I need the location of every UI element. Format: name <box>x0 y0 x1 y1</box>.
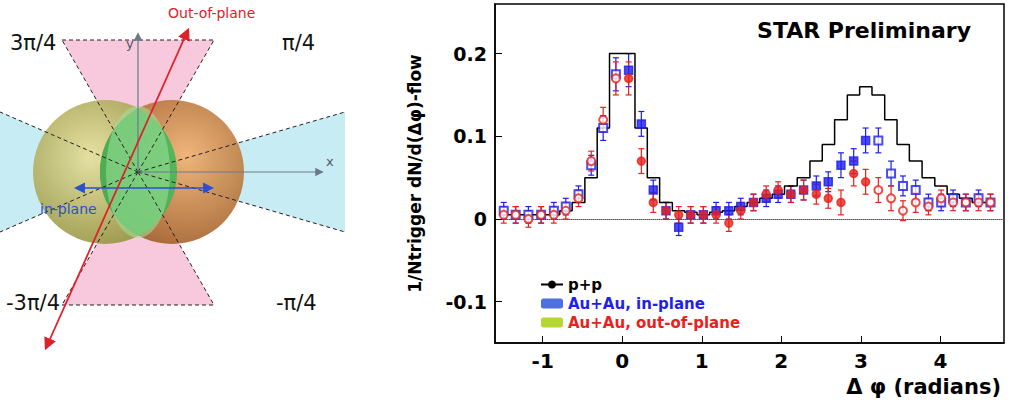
svg-text:1/Ntrigger dN/d(Δφ)-flow: 1/Ntrigger dN/d(Δφ)-flow <box>405 54 425 293</box>
svg-text:0: 0 <box>474 208 487 230</box>
svg-text:0.1: 0.1 <box>453 125 487 147</box>
svg-text:π/4: π/4 <box>282 31 315 55</box>
svg-text:-1: -1 <box>532 349 554 373</box>
svg-text:1: 1 <box>695 349 709 373</box>
svg-text:p+p: p+p <box>568 276 602 294</box>
svg-text:0.2: 0.2 <box>453 43 487 65</box>
svg-text:-0.1: -0.1 <box>445 291 487 313</box>
svg-text:Au+Au, in-plane: Au+Au, in-plane <box>568 295 705 313</box>
svg-text:y: y <box>126 36 134 51</box>
svg-text:0: 0 <box>615 349 629 373</box>
svg-text:Δ φ (radians): Δ φ (radians) <box>846 375 1001 399</box>
svg-text:-π/4: -π/4 <box>276 291 317 315</box>
svg-text:3π/4: 3π/4 <box>10 31 56 55</box>
svg-text:Out-of-plane: Out-of-plane <box>168 5 255 21</box>
svg-text:3: 3 <box>854 349 868 373</box>
svg-text:x: x <box>326 154 334 169</box>
svg-text:-3π/4: -3π/4 <box>6 291 60 315</box>
svg-text:4: 4 <box>933 349 947 373</box>
svg-text:STAR Preliminary: STAR Preliminary <box>757 18 971 43</box>
svg-text:in-plane: in-plane <box>40 201 97 217</box>
svg-text:Au+Au, out-of-plane: Au+Au, out-of-plane <box>568 314 740 332</box>
svg-text:2: 2 <box>774 349 788 373</box>
